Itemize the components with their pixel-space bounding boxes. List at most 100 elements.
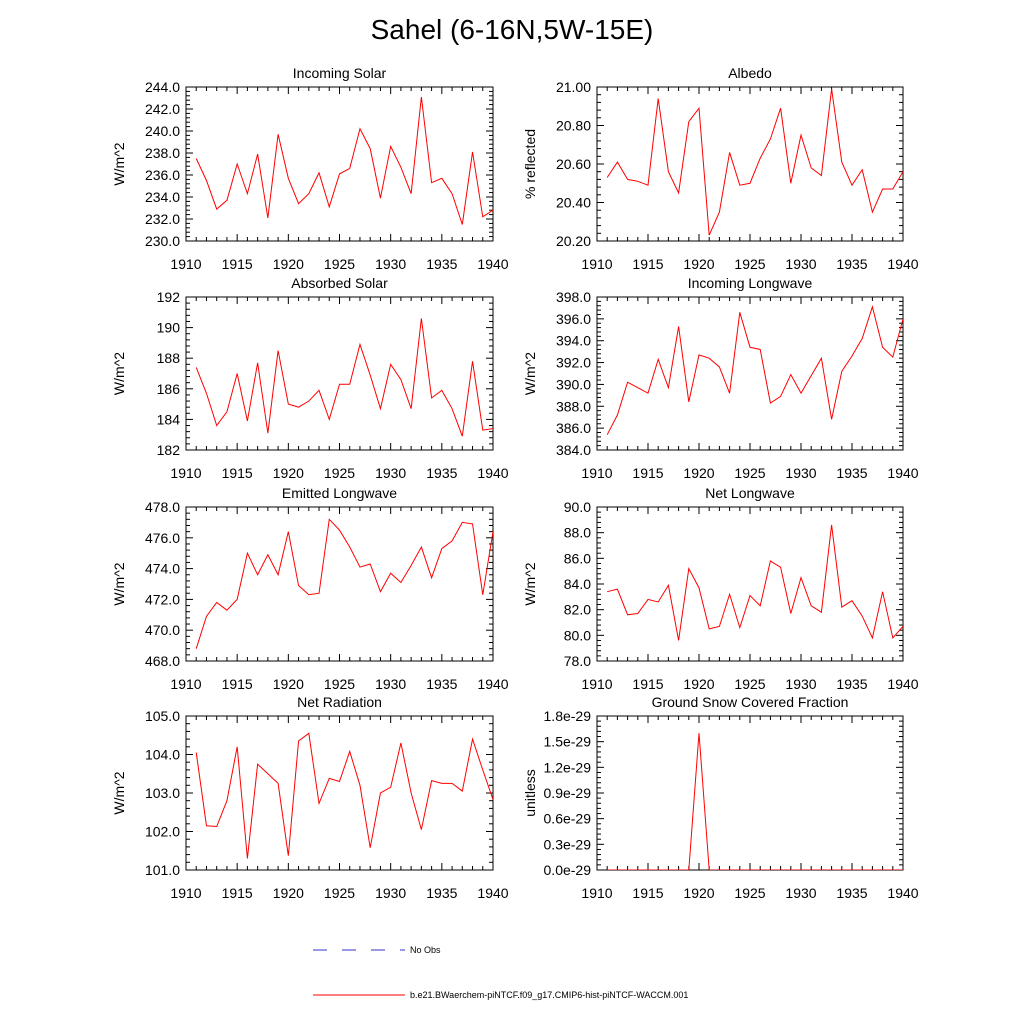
y-axis-label: % reflected — [522, 129, 538, 199]
y-tick-label: 242.0 — [145, 101, 180, 117]
y-tick-label: 78.0 — [564, 653, 591, 669]
series-line — [607, 524, 903, 641]
y-axis-label: W/m^2 — [522, 352, 538, 395]
chart-title: Net Radiation — [297, 694, 382, 710]
y-tick-label: 384.0 — [556, 442, 591, 458]
chart-panel: Net Radiation W/m^2 1910 1915 1920 1925 1930 19… — [111, 694, 509, 901]
x-tick-label: 1915 — [222, 885, 253, 901]
x-tick-label: 1920 — [683, 256, 714, 272]
chart-title: Absorbed Solar — [291, 275, 388, 291]
series-line — [607, 733, 903, 870]
x-tick-label: 1930 — [785, 885, 816, 901]
chart-title: Incoming Solar — [293, 65, 387, 81]
chart-panel: Ground Snow Covered Fraction unitless 1910… — [522, 694, 919, 901]
series-line — [606, 88, 903, 236]
x-tick-label: 1910 — [170, 676, 201, 692]
y-tick-label: 0.9e-29 — [544, 785, 592, 801]
series-line — [195, 318, 493, 437]
x-tick-label: 1920 — [273, 885, 304, 901]
y-tick-label: 470.0 — [145, 622, 180, 638]
x-tick-label: 1940 — [477, 256, 508, 272]
x-tick-label: 1935 — [836, 885, 867, 901]
y-tick-label: 20.60 — [556, 156, 591, 172]
y-tick-label: 236.0 — [145, 167, 180, 183]
series-line — [195, 732, 493, 859]
y-tick-label: 103.0 — [145, 785, 180, 801]
chart-title: Albedo — [728, 65, 772, 81]
y-tick-label: 0.0e-29 — [544, 862, 592, 878]
x-tick-label: 1920 — [273, 465, 304, 481]
y-axis-label: W/m^2 — [111, 352, 127, 395]
x-tick-label: 1935 — [426, 256, 457, 272]
x-tick-label: 1925 — [324, 885, 355, 901]
y-tick-label: 240.0 — [145, 123, 180, 139]
x-tick-label: 1915 — [222, 256, 253, 272]
y-tick-label: 21.00 — [556, 79, 591, 95]
x-tick-label: 1930 — [785, 256, 816, 272]
y-tick-label: 476.0 — [145, 530, 180, 546]
y-tick-label: 84.0 — [564, 576, 591, 592]
x-tick-label: 1940 — [477, 676, 508, 692]
chart-title: Ground Snow Covered Fraction — [652, 694, 849, 710]
series-line — [195, 518, 493, 649]
x-tick-label: 1930 — [785, 676, 816, 692]
y-tick-label: 86.0 — [564, 550, 591, 566]
y-tick-label: 468.0 — [145, 653, 180, 669]
plot-frame — [596, 86, 904, 242]
chart-title: Incoming Longwave — [688, 275, 813, 291]
x-tick-label: 1915 — [632, 256, 663, 272]
y-tick-label: 398.0 — [556, 289, 591, 305]
y-tick-label: 230.0 — [145, 233, 180, 249]
x-tick-label: 1910 — [170, 465, 201, 481]
x-tick-label: 1925 — [734, 465, 765, 481]
y-tick-label: 1.8e-29 — [544, 708, 592, 724]
x-tick-label: 1940 — [887, 256, 918, 272]
y-axis-label: W/m^2 — [111, 562, 127, 605]
y-tick-label: 472.0 — [145, 591, 180, 607]
x-tick-label: 1925 — [734, 256, 765, 272]
series-line — [195, 96, 493, 225]
y-tick-label: 474.0 — [145, 561, 180, 577]
y-tick-label: 190 — [157, 320, 181, 336]
plot-frame — [185, 86, 494, 242]
chart-panel: Albedo % reflected 1910 1915 1920 1925 1930 193… — [522, 65, 919, 272]
x-tick-label: 1915 — [222, 465, 253, 481]
x-tick-label: 1935 — [836, 465, 867, 481]
y-tick-label: 20.20 — [556, 233, 591, 249]
x-tick-label: 1920 — [683, 676, 714, 692]
x-tick-label: 1930 — [375, 465, 406, 481]
x-tick-label: 1940 — [887, 676, 918, 692]
plot-frame — [185, 296, 494, 451]
x-tick-label: 1915 — [632, 465, 663, 481]
x-tick-label: 1910 — [581, 256, 612, 272]
x-tick-label: 1925 — [324, 465, 355, 481]
series-line — [606, 305, 903, 435]
chart-panel: Net Longwave W/m^2 1910 1915 1920 1925 1930 193… — [522, 485, 919, 692]
y-tick-label: 392.0 — [556, 355, 591, 371]
chart-panel: Incoming Longwave W/m^2 1910 1915 1920 1925 19… — [522, 275, 919, 481]
x-tick-label: 1930 — [785, 465, 816, 481]
chart-title: Emitted Longwave — [282, 485, 397, 501]
chart-title: Net Longwave — [705, 485, 795, 501]
y-tick-label: 102.0 — [145, 824, 180, 840]
chart-panel: Incoming Solar W/m^2 1910 1915 1920 1925 1930 1… — [111, 65, 509, 272]
y-tick-label: 1.2e-29 — [544, 759, 592, 775]
x-tick-label: 1935 — [426, 676, 457, 692]
x-tick-label: 1935 — [836, 256, 867, 272]
chart-panel: Emitted Longwave W/m^2 1910 1915 1920 1925 193… — [111, 485, 509, 692]
plot-frame — [185, 715, 494, 871]
y-tick-label: 184 — [157, 411, 181, 427]
x-tick-label: 1930 — [375, 676, 406, 692]
x-tick-label: 1910 — [581, 676, 612, 692]
x-tick-label: 1915 — [222, 676, 253, 692]
y-tick-label: 388.0 — [556, 398, 591, 414]
y-tick-label: 390.0 — [556, 376, 591, 392]
y-tick-label: 88.0 — [564, 525, 591, 541]
y-tick-label: 105.0 — [145, 708, 180, 724]
y-tick-label: 234.0 — [145, 189, 180, 205]
x-tick-label: 1935 — [426, 885, 457, 901]
y-axis-label: W/m^2 — [111, 142, 127, 185]
x-tick-label: 1920 — [683, 885, 714, 901]
y-tick-label: 478.0 — [145, 499, 180, 515]
chart-panel: Absorbed Solar W/m^2 1910 1915 1920 1925 1930 1… — [111, 275, 509, 481]
